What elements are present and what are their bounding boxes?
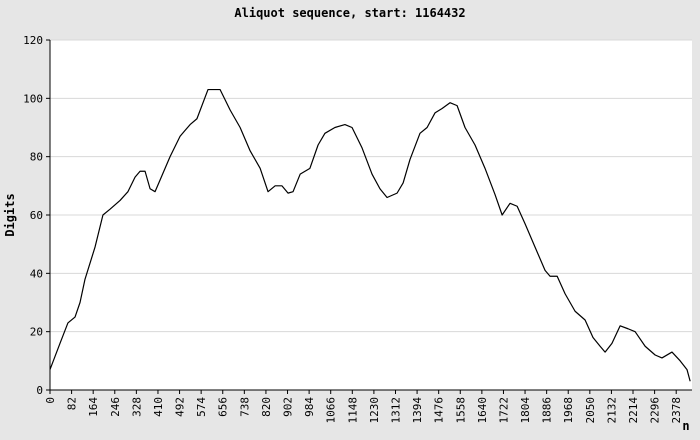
x-tick-label: 0 <box>44 397 57 404</box>
y-tick-label: 40 <box>30 267 43 280</box>
x-tick-label: 164 <box>87 397 100 417</box>
x-tick-label: 1804 <box>519 397 532 424</box>
y-tick-label: 20 <box>30 326 43 339</box>
y-tick-label: 0 <box>36 384 43 397</box>
x-tick-label: 1394 <box>411 397 424 424</box>
x-tick-label: 82 <box>66 397 79 410</box>
x-tick-label: 2050 <box>584 397 597 424</box>
y-tick-label: 60 <box>30 209 43 222</box>
y-tick-label: 120 <box>23 34 43 47</box>
x-tick-label: 1312 <box>389 397 402 424</box>
x-tick-label: 656 <box>217 397 230 417</box>
x-tick-label: 738 <box>238 397 251 417</box>
y-tick-label: 80 <box>30 151 43 164</box>
x-tick-label: 1558 <box>454 397 467 424</box>
x-tick-label: 574 <box>195 397 208 417</box>
x-tick-label: 1968 <box>562 397 575 424</box>
x-tick-label: 1640 <box>476 397 489 424</box>
x-tick-label: 2378 <box>670 397 683 424</box>
x-tick-label: 2296 <box>649 397 662 424</box>
x-tick-label: 1722 <box>497 397 510 424</box>
x-tick-label: 2132 <box>605 397 618 424</box>
chart-title: Aliquot sequence, start: 1164432 <box>234 6 465 20</box>
x-tick-label: 1886 <box>541 397 554 424</box>
x-tick-label: 328 <box>130 397 143 417</box>
x-tick-label: 1066 <box>325 397 338 424</box>
x-tick-label: 2214 <box>627 397 640 424</box>
x-tick-label: 246 <box>109 397 122 417</box>
y-tick-label: 100 <box>23 92 43 105</box>
x-tick-label: 1230 <box>368 397 381 424</box>
x-tick-label: 902 <box>282 397 295 417</box>
x-tick-label: 1148 <box>346 397 359 424</box>
data-line <box>49 88 691 382</box>
x-tick-label: 984 <box>303 397 316 417</box>
x-tick-label: 410 <box>152 397 165 417</box>
x-tick-label: 492 <box>174 397 187 417</box>
x-tick-label: 820 <box>260 397 273 417</box>
x-tick-label: 1476 <box>433 397 446 424</box>
x-axis-label: n <box>682 419 689 433</box>
y-axis-label: Digits <box>3 193 17 236</box>
